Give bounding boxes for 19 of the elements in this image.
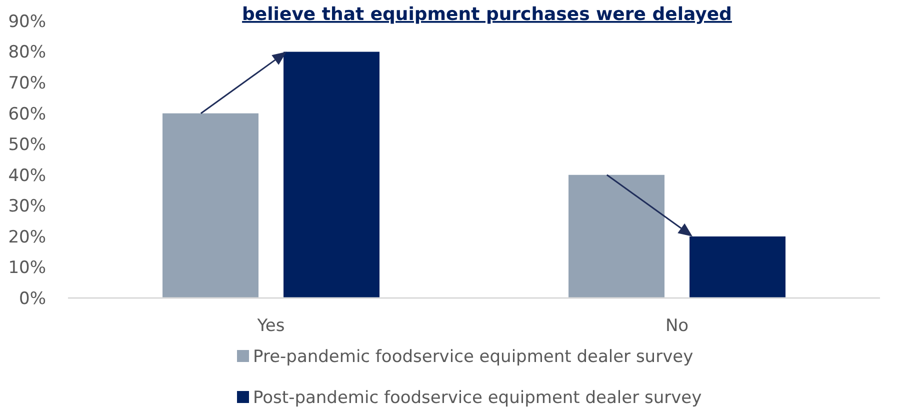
y-tick-label: 40% — [8, 166, 46, 186]
legend-label: Pre-pandemic foodservice equipment dealer survey — [253, 347, 694, 367]
y-tick-label: 70% — [8, 74, 46, 94]
y-tick-label: 0% — [19, 288, 46, 309]
y-tick-label: 80% — [8, 42, 46, 63]
chart-title: believe that equipment purchases were delayed — [242, 4, 732, 25]
x-tick-label: Yes — [256, 316, 285, 336]
y-tick-label: 60% — [8, 104, 46, 124]
legend-label: Post-pandemic foodservice equipment dealer survey — [253, 388, 702, 407]
bar — [162, 113, 258, 298]
y-tick-label: 90% — [8, 12, 46, 32]
bar — [284, 52, 380, 298]
y-tick-label: 10% — [8, 258, 46, 278]
y-tick-label: 20% — [8, 227, 46, 248]
y-tick-label: 50% — [8, 135, 46, 156]
bar — [568, 174, 664, 298]
bar — [690, 236, 786, 298]
y-tick-label: 30% — [8, 196, 46, 217]
x-tick-label: No — [665, 316, 689, 336]
